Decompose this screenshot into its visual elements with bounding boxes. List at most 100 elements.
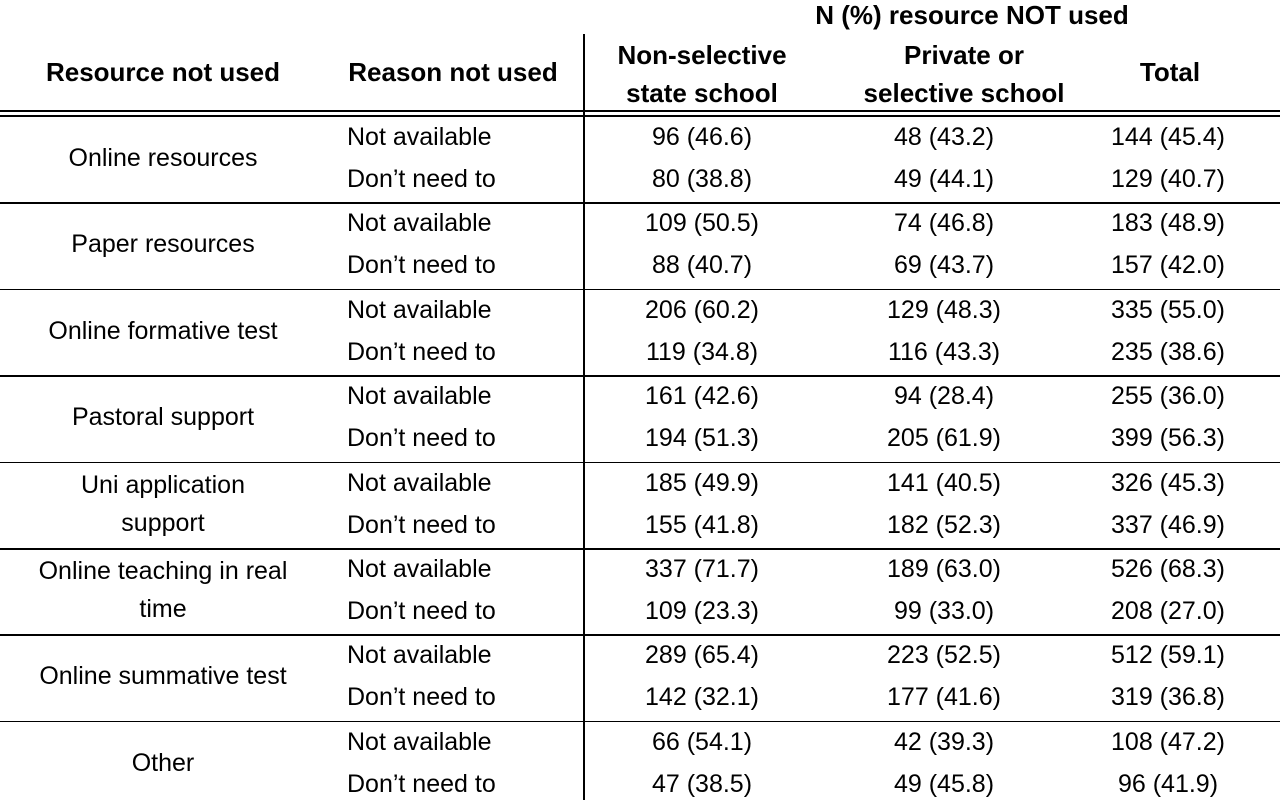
nonselective-cell: 119 (34.8) bbox=[645, 337, 759, 366]
private-cell: 49 (44.1) bbox=[893, 165, 995, 193]
resource-label-line: Online formative test bbox=[48, 316, 278, 345]
nonselective-cell: 185 (49.9) bbox=[645, 468, 759, 497]
header-reason: Reason not used bbox=[348, 57, 558, 87]
resource-label-line: Pastoral support bbox=[71, 403, 255, 432]
private-cell: 129 (48.3) bbox=[887, 295, 1001, 324]
column-divider bbox=[583, 34, 585, 800]
total-cell: 129 (40.7) bbox=[1111, 165, 1225, 193]
resource-label-line: time bbox=[139, 595, 187, 623]
total-cell: 183 (48.9) bbox=[1111, 209, 1225, 238]
resource-label-line: Online resources bbox=[68, 144, 258, 172]
header-rule-top bbox=[0, 110, 1280, 112]
nonselective-cell: 337 (71.7) bbox=[645, 555, 759, 583]
header-nonselective: Non-selective state school bbox=[617, 36, 786, 112]
resource-label: Pastoral support bbox=[72, 398, 254, 436]
resource-label-line: Other bbox=[131, 748, 195, 777]
total-cell: 255 (36.0) bbox=[1111, 382, 1225, 411]
group-divider bbox=[0, 202, 1280, 204]
group-divider bbox=[0, 288, 1280, 291]
reason-cell: Not available bbox=[347, 382, 492, 411]
header-nonselective-line2: state school bbox=[626, 78, 778, 108]
reason-cell: Don’t need to bbox=[347, 251, 496, 280]
private-cell: 94 (28.4) bbox=[893, 382, 995, 411]
resource-label: Uni application support bbox=[81, 466, 245, 542]
reason-cell: Don’t need to bbox=[347, 165, 496, 193]
private-cell: 49 (45.8) bbox=[893, 769, 995, 798]
group-divider bbox=[0, 375, 1280, 377]
total-cell: 235 (38.6) bbox=[1111, 337, 1225, 366]
private-cell: 182 (52.3) bbox=[887, 510, 1001, 539]
reason-cell: Not available bbox=[347, 468, 492, 497]
reason-cell: Not available bbox=[347, 295, 492, 324]
nonselective-cell: 161 (42.6) bbox=[645, 382, 759, 411]
reason-cell: Not available bbox=[347, 555, 492, 583]
nonselective-cell: 142 (32.1) bbox=[645, 683, 759, 712]
header-private-line2: selective school bbox=[863, 78, 1065, 108]
nonselective-cell: 96 (46.6) bbox=[651, 123, 753, 151]
header-nonselective-line1: Non-selective bbox=[617, 40, 787, 70]
reason-cell: Don’t need to bbox=[347, 683, 496, 712]
resource-label-line: Uni application bbox=[81, 470, 245, 499]
reason-cell: Not available bbox=[347, 641, 492, 670]
group-divider bbox=[0, 720, 1280, 723]
private-cell: 48 (43.2) bbox=[893, 123, 995, 151]
group-divider bbox=[0, 634, 1280, 636]
private-cell: 69 (43.7) bbox=[893, 251, 995, 280]
header-resource: Resource not used bbox=[45, 57, 281, 87]
private-cell: 189 (63.0) bbox=[887, 555, 1001, 583]
resource-label-line: support bbox=[121, 508, 205, 537]
total-cell: 157 (42.0) bbox=[1111, 251, 1225, 280]
total-cell: 335 (55.0) bbox=[1111, 295, 1225, 324]
private-cell: 74 (46.8) bbox=[893, 209, 995, 238]
reason-cell: Don’t need to bbox=[347, 510, 496, 539]
total-cell: 399 (56.3) bbox=[1111, 424, 1225, 453]
group-header: N (%) resource NOT used bbox=[815, 0, 1129, 30]
nonselective-cell: 109 (50.5) bbox=[645, 209, 759, 238]
nonselective-cell: 80 (38.8) bbox=[651, 165, 753, 193]
total-cell: 208 (27.0) bbox=[1111, 597, 1225, 625]
resource-label: Online teaching in real time bbox=[39, 552, 288, 628]
total-cell: 337 (46.9) bbox=[1111, 510, 1225, 539]
header-total: Total bbox=[1139, 57, 1201, 87]
private-cell: 42 (39.3) bbox=[893, 727, 995, 756]
total-cell: 96 (41.9) bbox=[1117, 769, 1219, 798]
reason-cell: Don’t need to bbox=[347, 424, 496, 453]
resource-label-line: Paper resources bbox=[71, 230, 255, 259]
resource-label: Other bbox=[132, 744, 195, 782]
header-rule-bottom bbox=[0, 115, 1280, 117]
nonselective-cell: 88 (40.7) bbox=[651, 251, 753, 280]
total-cell: 319 (36.8) bbox=[1111, 683, 1225, 712]
reason-cell: Don’t need to bbox=[347, 337, 496, 366]
nonselective-cell: 289 (65.4) bbox=[645, 641, 759, 670]
private-cell: 177 (41.6) bbox=[887, 683, 1001, 712]
group-divider bbox=[0, 548, 1280, 550]
header-private: Private or selective school bbox=[864, 36, 1065, 112]
private-cell: 205 (61.9) bbox=[887, 424, 1001, 453]
total-cell: 526 (68.3) bbox=[1111, 555, 1225, 583]
nonselective-cell: 47 (38.5) bbox=[651, 769, 753, 798]
total-cell: 144 (45.4) bbox=[1111, 123, 1225, 151]
private-cell: 223 (52.5) bbox=[887, 641, 1001, 670]
private-cell: 141 (40.5) bbox=[887, 468, 1001, 497]
resource-label: Online summative test bbox=[39, 657, 286, 695]
nonselective-cell: 155 (41.8) bbox=[645, 510, 759, 539]
reason-cell: Not available bbox=[347, 727, 492, 756]
nonselective-cell: 109 (23.3) bbox=[645, 597, 759, 625]
resource-label: Online resources bbox=[69, 139, 258, 177]
reason-cell: Not available bbox=[347, 209, 492, 238]
total-cell: 512 (59.1) bbox=[1111, 641, 1225, 670]
total-cell: 326 (45.3) bbox=[1111, 468, 1225, 497]
resource-label: Paper resources bbox=[71, 225, 254, 263]
resource-label-line: Online teaching in real bbox=[38, 557, 288, 585]
nonselective-cell: 206 (60.2) bbox=[645, 295, 759, 324]
resource-label: Online formative test bbox=[48, 312, 277, 350]
total-cell: 108 (47.2) bbox=[1111, 727, 1225, 756]
reason-cell: Not available bbox=[347, 123, 492, 151]
resource-label-line: Online summative test bbox=[39, 662, 287, 691]
nonselective-cell: 66 (54.1) bbox=[651, 727, 753, 756]
private-cell: 99 (33.0) bbox=[893, 597, 995, 625]
group-divider bbox=[0, 461, 1280, 464]
header-private-line1: Private or bbox=[904, 40, 1024, 70]
reason-cell: Don’t need to bbox=[347, 769, 496, 798]
private-cell: 116 (43.3) bbox=[887, 337, 1001, 366]
